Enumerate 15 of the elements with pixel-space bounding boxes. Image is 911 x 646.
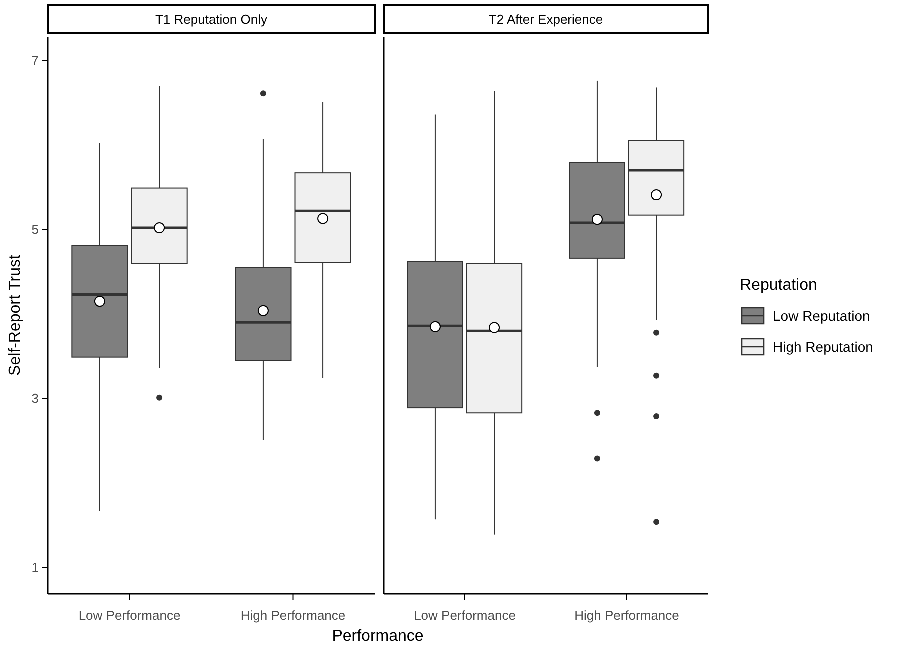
y-tick-label: 5 [32,222,39,237]
legend-label: High Reputation [773,339,874,355]
x-tick-label: High Performance [574,608,680,623]
y-tick-label: 1 [32,560,39,575]
x-tick-label: Low Performance [414,608,516,623]
x-tick-label: Low Performance [78,608,181,623]
chart-title: T2 After Experience [488,12,604,27]
x-tick-label: High Performance [240,608,346,623]
y-axis-title: Self-Report Trust [7,254,24,376]
chart-title: T1 Reputation Only [155,12,268,27]
x-axis-title: Performance [332,628,424,645]
legend-title: Reputation [740,277,818,294]
y-tick-label: 3 [32,390,39,406]
legend-label: Low Reputation [773,308,870,324]
y-tick-label: 7 [32,52,39,68]
